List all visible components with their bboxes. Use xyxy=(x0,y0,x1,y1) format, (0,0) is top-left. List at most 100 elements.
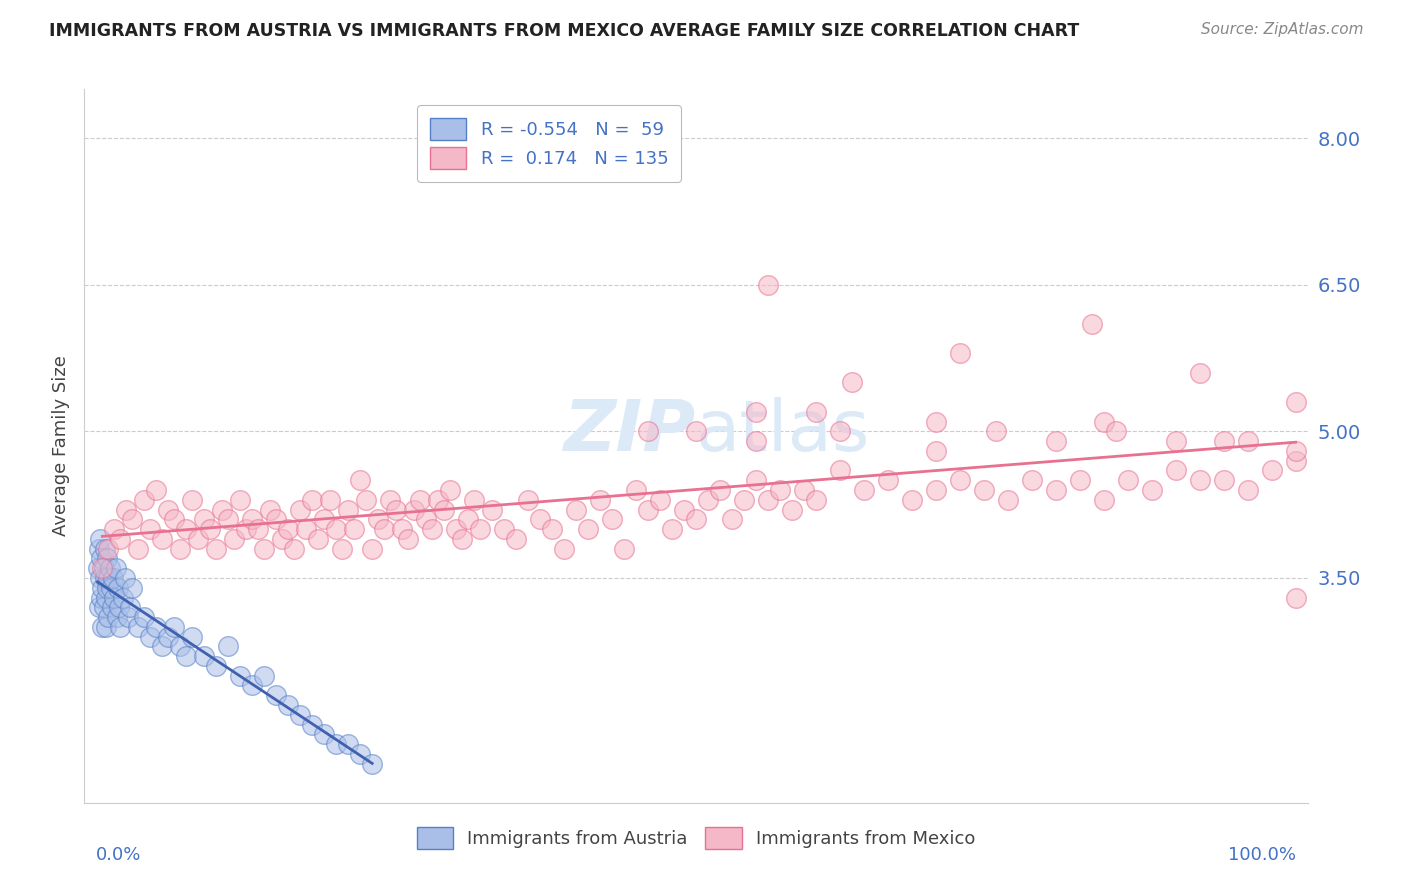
Point xyxy=(86,561,108,575)
Point xyxy=(804,492,827,507)
Point xyxy=(97,571,120,585)
Point xyxy=(565,502,588,516)
Point xyxy=(93,571,117,585)
Point xyxy=(103,591,125,605)
Point xyxy=(314,727,336,741)
Point xyxy=(264,688,287,702)
Point xyxy=(111,591,134,605)
Point xyxy=(110,620,132,634)
Point xyxy=(200,522,222,536)
Point xyxy=(852,483,875,497)
Point xyxy=(409,492,432,507)
Point xyxy=(283,541,305,556)
Point xyxy=(925,483,948,497)
Point xyxy=(1284,453,1306,467)
Point xyxy=(330,541,353,556)
Point xyxy=(337,502,360,516)
Point xyxy=(780,502,803,516)
Point xyxy=(139,630,162,644)
Point xyxy=(134,492,156,507)
Point xyxy=(876,473,898,487)
Point xyxy=(217,512,239,526)
Point xyxy=(637,502,659,516)
Point xyxy=(745,434,768,449)
Point xyxy=(181,630,204,644)
Point xyxy=(277,698,299,712)
Point xyxy=(396,532,419,546)
Point xyxy=(529,512,551,526)
Point xyxy=(997,492,1019,507)
Point xyxy=(105,610,128,624)
Point xyxy=(319,492,342,507)
Point xyxy=(96,581,118,595)
Point xyxy=(94,620,117,634)
Point xyxy=(290,502,312,516)
Point xyxy=(349,473,371,487)
Point xyxy=(804,405,827,419)
Point xyxy=(494,522,516,536)
Point xyxy=(1105,425,1128,439)
Point xyxy=(648,492,671,507)
Point xyxy=(98,561,121,575)
Point xyxy=(391,522,413,536)
Point xyxy=(163,512,186,526)
Point xyxy=(205,659,228,673)
Point xyxy=(93,541,117,556)
Point xyxy=(343,522,366,536)
Point xyxy=(89,571,111,585)
Point xyxy=(211,502,233,516)
Point xyxy=(91,561,114,575)
Point xyxy=(828,463,851,477)
Y-axis label: Average Family Size: Average Family Size xyxy=(52,356,70,536)
Point xyxy=(600,512,623,526)
Point xyxy=(373,522,395,536)
Point xyxy=(107,581,129,595)
Point xyxy=(259,502,281,516)
Point xyxy=(104,561,127,575)
Point xyxy=(307,532,329,546)
Point xyxy=(1188,473,1211,487)
Point xyxy=(101,600,124,615)
Point xyxy=(637,425,659,439)
Point xyxy=(925,443,948,458)
Point xyxy=(97,541,120,556)
Point xyxy=(127,541,149,556)
Point xyxy=(444,522,467,536)
Point xyxy=(613,541,636,556)
Point xyxy=(253,541,276,556)
Point xyxy=(97,610,120,624)
Point xyxy=(90,551,112,566)
Point xyxy=(134,610,156,624)
Point xyxy=(157,502,180,516)
Point xyxy=(240,678,263,692)
Point xyxy=(745,473,768,487)
Point xyxy=(672,502,695,516)
Point xyxy=(1284,395,1306,409)
Point xyxy=(127,620,149,634)
Point xyxy=(697,492,720,507)
Point xyxy=(1284,443,1306,458)
Point xyxy=(1045,434,1067,449)
Point xyxy=(1092,415,1115,429)
Point xyxy=(901,492,924,507)
Point xyxy=(253,669,276,683)
Point xyxy=(114,571,136,585)
Point xyxy=(1164,463,1187,477)
Point xyxy=(187,532,209,546)
Point xyxy=(205,541,228,556)
Point xyxy=(229,669,252,683)
Point xyxy=(769,483,792,497)
Point xyxy=(91,620,114,634)
Point xyxy=(367,512,389,526)
Point xyxy=(101,571,124,585)
Point xyxy=(93,561,115,575)
Point xyxy=(117,610,139,624)
Point xyxy=(1212,434,1234,449)
Point xyxy=(457,512,479,526)
Point xyxy=(1080,317,1102,331)
Point xyxy=(93,600,115,615)
Point xyxy=(87,600,110,615)
Legend: Immigrants from Austria, Immigrants from Mexico: Immigrants from Austria, Immigrants from… xyxy=(408,818,984,858)
Point xyxy=(301,717,323,731)
Text: ZIP: ZIP xyxy=(564,397,696,466)
